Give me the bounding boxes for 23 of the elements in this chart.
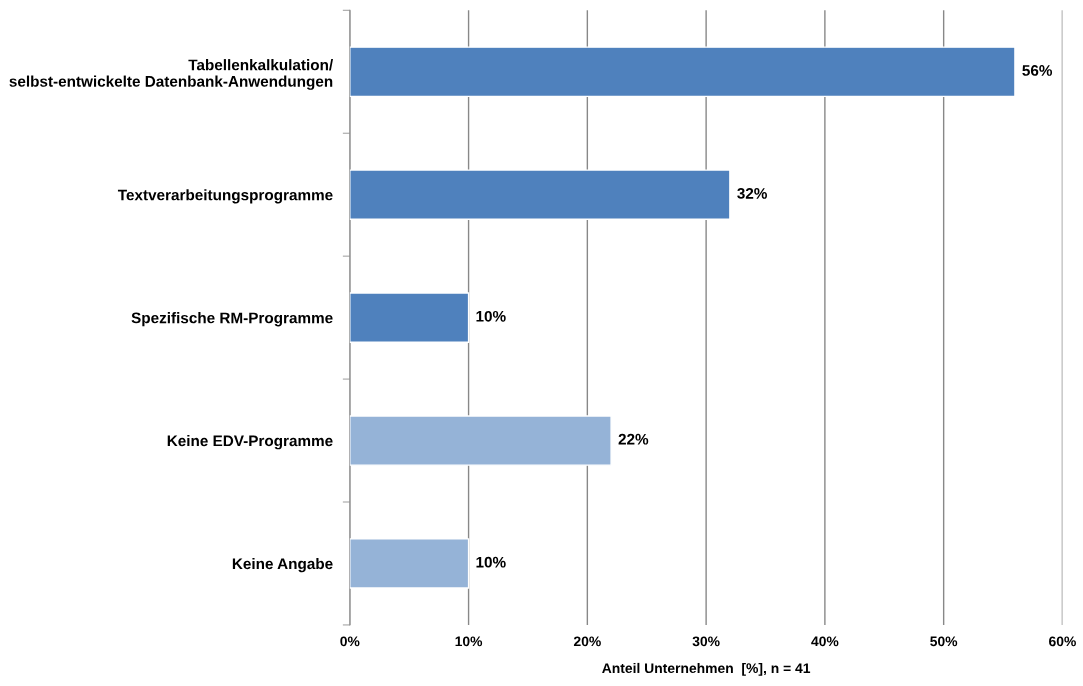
y-tick-label: Keine Angabe bbox=[232, 557, 333, 573]
bar bbox=[349, 415, 612, 466]
data-label: 32% bbox=[737, 187, 767, 199]
data-label: 56% bbox=[1022, 65, 1053, 76]
x-tick-label: 20% bbox=[573, 636, 601, 647]
bar bbox=[349, 169, 731, 220]
x-tick-label: 10% bbox=[455, 636, 483, 647]
bar bbox=[349, 46, 1016, 98]
bar bbox=[349, 538, 470, 589]
data-label: 22% bbox=[618, 433, 649, 445]
data-label: 10% bbox=[476, 310, 506, 322]
y-tick-label: Textverarbeitungsprogramme bbox=[117, 189, 333, 204]
x-tick-label: 0% bbox=[340, 636, 360, 647]
x-tick-label: 50% bbox=[930, 636, 958, 647]
y-tick-label: Spezifische RM-Programme bbox=[131, 312, 333, 327]
y-tick-label: Tabellenkalkulation/ selbst-entwickelte Datenbank-Anwendungen bbox=[9, 59, 334, 90]
data-label: 10% bbox=[476, 556, 506, 568]
x-axis-title: Anteil Unternehmen [%], n = 41 bbox=[602, 662, 811, 676]
x-tick-label: 30% bbox=[692, 636, 720, 647]
y-tick-label: Keine EDV-Programme bbox=[167, 435, 333, 450]
x-tick-label: 40% bbox=[811, 636, 839, 647]
bar bbox=[349, 292, 470, 343]
x-tick-label: 60% bbox=[1049, 636, 1076, 647]
